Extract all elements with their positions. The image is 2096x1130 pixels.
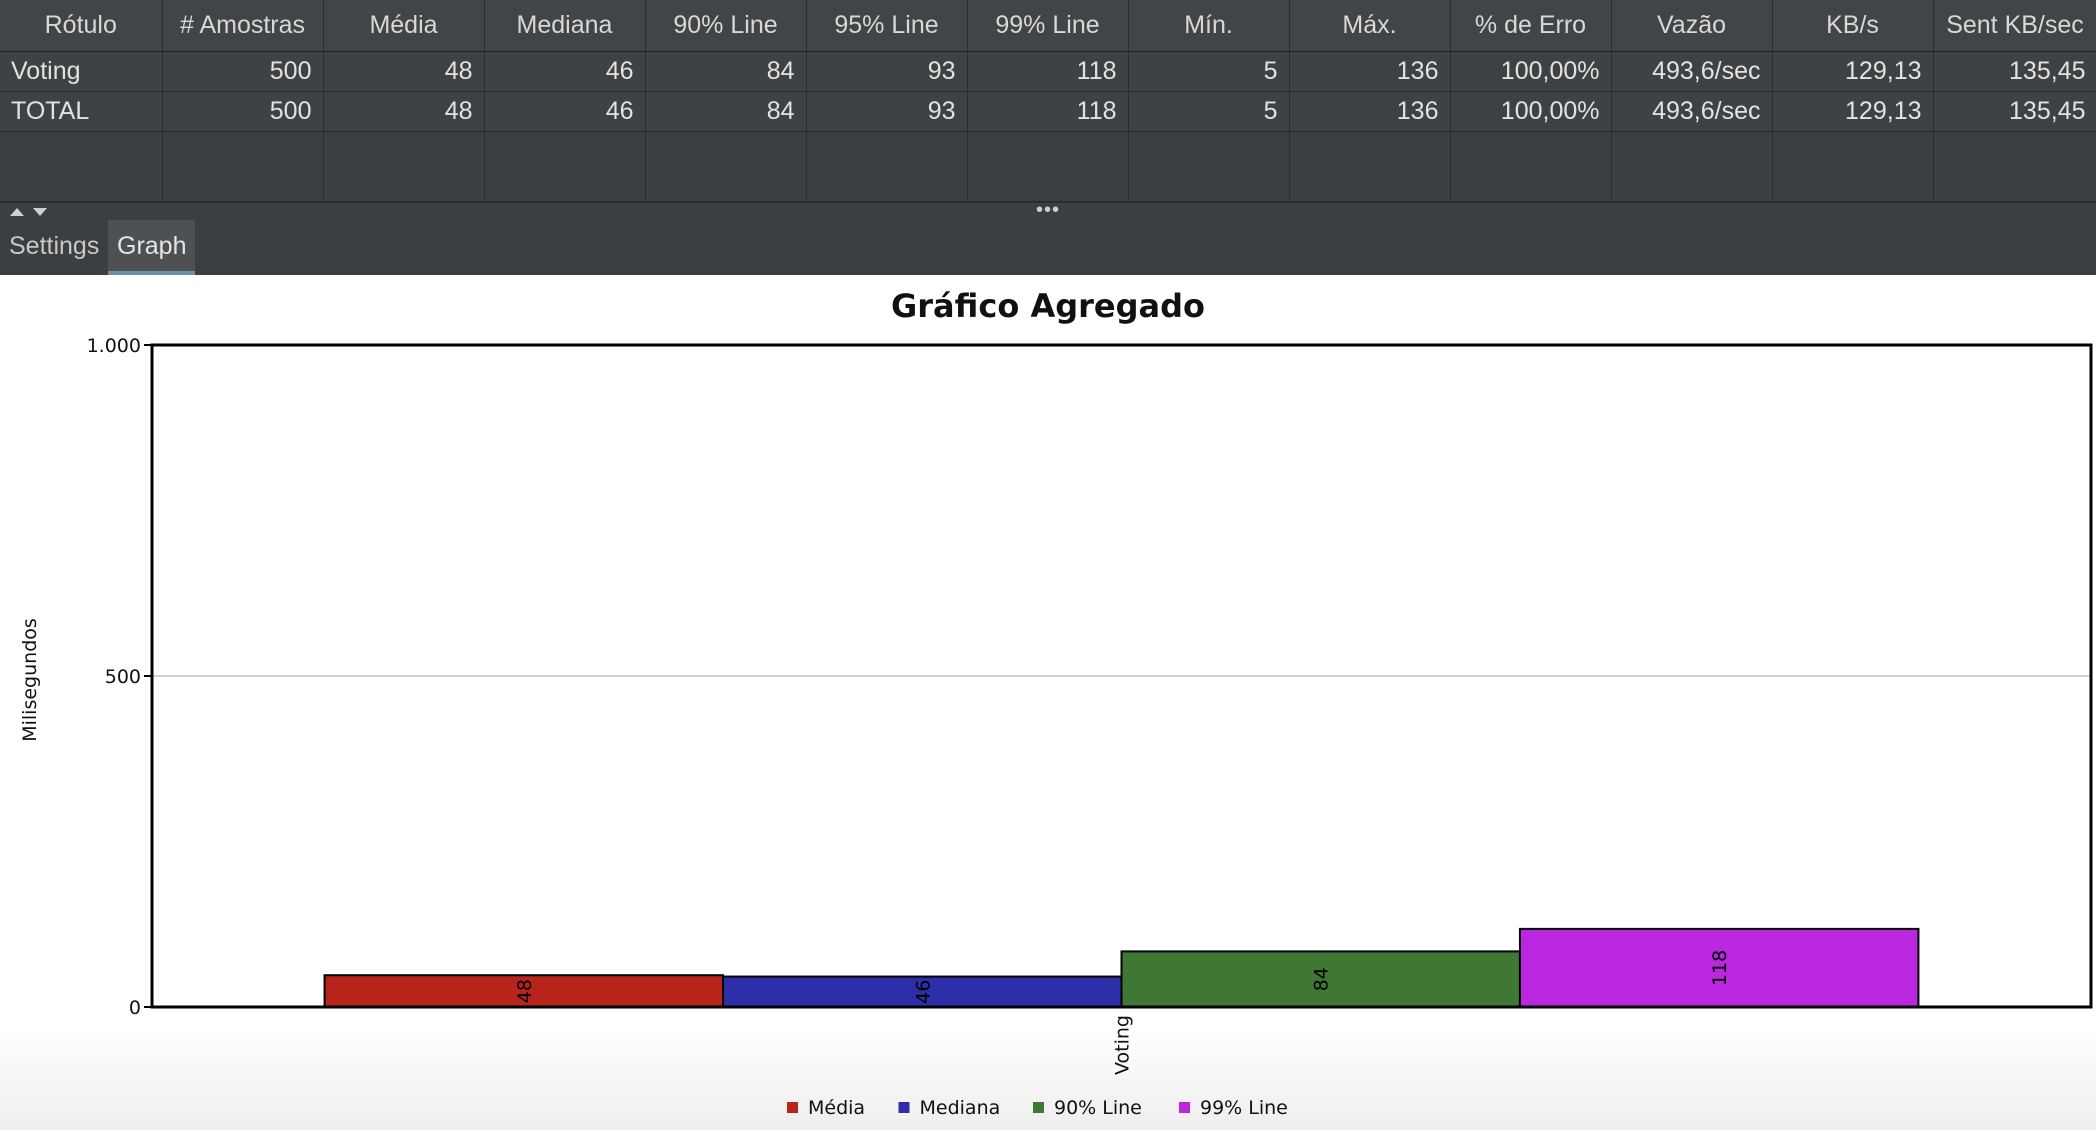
table-cell: 84 (645, 51, 807, 92)
column-header[interactable]: KB/s (1772, 0, 1934, 52)
legend-swatch (787, 1102, 798, 1113)
tab-graph[interactable]: Graph (108, 220, 196, 275)
empty-cell (1450, 131, 1612, 202)
legend-label: Média (808, 1097, 865, 1119)
table-header-row: Rótulo # Amostras Média Mediana 90% Line 95% … (0, 0, 2096, 52)
results-table[interactable]: Rótulo # Amostras Média Mediana 90% Line 95% … (0, 0, 2096, 202)
empty-cell (323, 131, 485, 202)
table-cell: 93 (806, 91, 968, 132)
table-row[interactable]: TOTAL 500 48 46 84 93 118 5 136 100,00% 493,6/sec 1… (0, 91, 2096, 132)
table-cell: 46 (484, 51, 646, 92)
column-header[interactable]: Mediana (484, 0, 646, 52)
empty-table-row (0, 131, 2096, 202)
column-header[interactable]: Média (323, 0, 485, 52)
table-cell: 48 (323, 51, 485, 92)
column-header[interactable]: 90% Line (645, 0, 807, 52)
expand-up-icon[interactable] (10, 208, 24, 216)
table-cell: 493,6/sec (1611, 91, 1773, 132)
bar-data-label: 46 (912, 980, 934, 1004)
tab-settings[interactable]: Settings (9, 232, 100, 260)
empty-cell (1128, 131, 1290, 202)
empty-cell (1611, 131, 1773, 202)
table-cell: 500 (162, 91, 324, 132)
table-cell: 48 (323, 91, 485, 132)
table-cell: 100,00% (1450, 91, 1612, 132)
empty-cell (1933, 131, 2096, 202)
y-tick-label: 500 (105, 666, 141, 688)
table-cell: 135,45 (1933, 91, 2096, 132)
x-axis-categories: Voting (1112, 1015, 1134, 1075)
y-tick-label: 0 (129, 997, 141, 1019)
column-header[interactable]: 95% Line (806, 0, 968, 52)
bar (722, 975, 1123, 1008)
column-header[interactable]: Rótulo (0, 0, 163, 52)
y-tick-label: 1.000 (87, 335, 141, 357)
table-cell: TOTAL (0, 91, 163, 132)
empty-cell (162, 131, 324, 202)
legend-label: 99% Line (1200, 1097, 1288, 1119)
column-header[interactable]: # Amostras (162, 0, 324, 52)
column-header[interactable]: % de Erro (1450, 0, 1612, 52)
bar (323, 974, 725, 1008)
column-header[interactable]: Sent KB/sec (1933, 0, 2096, 52)
table-cell: 135,45 (1933, 51, 2096, 92)
chart-panel: Gráfico Agregado Milisegundos 48 46 84 118 … (0, 275, 2096, 1130)
empty-cell (806, 131, 968, 202)
table-cell: 129,13 (1772, 91, 1934, 132)
bar-data-label: 48 (514, 979, 536, 1003)
legend-swatch (1033, 1102, 1044, 1113)
y-axis-ticks: 0 500 1.000 (87, 335, 152, 1019)
table-cell: 500 (162, 51, 324, 92)
bar-data-label: 118 (1709, 950, 1731, 986)
legend-label: Mediana (920, 1097, 1001, 1119)
y-axis-label: Milisegundos (19, 618, 41, 742)
table-cell: 84 (645, 91, 807, 132)
split-pane-divider[interactable]: ••• (0, 199, 2096, 221)
empty-cell (967, 131, 1129, 202)
table-row[interactable]: Voting 500 48 46 84 93 118 5 136 100,00% 493,6/sec… (0, 51, 2096, 92)
bar-series: 48 46 84 118 (323, 927, 1920, 1009)
table-cell: 129,13 (1772, 51, 1934, 92)
table-cell: 118 (967, 51, 1129, 92)
expand-down-icon[interactable] (33, 208, 47, 216)
table-cell: 136 (1289, 51, 1451, 92)
x-category-label: Voting (1112, 1015, 1134, 1075)
empty-cell (1772, 131, 1934, 202)
bar-data-label: 84 (1311, 967, 1333, 991)
empty-cell (1289, 131, 1451, 202)
column-header[interactable]: Mín. (1128, 0, 1290, 52)
table-cell: 46 (484, 91, 646, 132)
bar (1120, 950, 1521, 1009)
legend-swatch (1179, 1102, 1190, 1113)
table-cell: 136 (1289, 91, 1451, 132)
table-cell: 118 (967, 91, 1129, 132)
column-header[interactable]: 99% Line (967, 0, 1129, 52)
table-cell: 100,00% (1450, 51, 1612, 92)
empty-cell (484, 131, 646, 202)
legend-swatch (898, 1102, 910, 1113)
empty-cell (645, 131, 807, 202)
column-header[interactable]: Máx. (1289, 0, 1451, 52)
table-cell: 5 (1128, 91, 1290, 132)
table-cell: 93 (806, 51, 968, 92)
table-cell: 5 (1128, 51, 1290, 92)
empty-cell (0, 131, 163, 202)
drag-handle-icon[interactable]: ••• (1036, 199, 1061, 221)
legend-label: 90% Line (1054, 1097, 1142, 1119)
results-table-panel: Rótulo # Amostras Média Mediana 90% Line 95% … (0, 0, 2096, 202)
column-header[interactable]: Vazão (1611, 0, 1773, 52)
chart-legend: Média Mediana 90% Line 99% Line (787, 1097, 1288, 1119)
table-cell: 493,6/sec (1611, 51, 1773, 92)
chart-title: Gráfico Agregado (891, 287, 1205, 325)
table-cell: Voting (0, 51, 163, 92)
tab-bar: Settings Graph (0, 220, 2096, 276)
grid-lines (152, 344, 2091, 1008)
